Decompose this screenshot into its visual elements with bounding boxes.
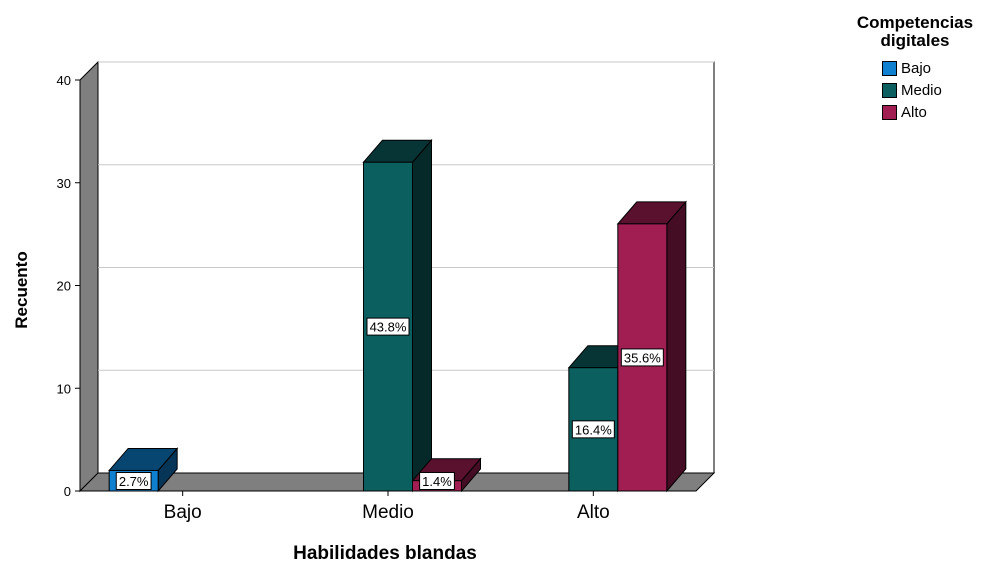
left-wall [79,60,99,493]
bar-side [412,138,432,493]
x-tick-label: Alto [577,502,610,523]
data-label: 16.4% [571,420,615,439]
legend-label: Bajo [901,59,932,77]
y-tick-label: 0 [64,484,71,499]
bar [362,138,433,493]
data-labels: 2.7% 43.8% 1.4% 16.4% 35.6% [115,317,664,490]
bar-side [666,200,687,493]
data-label-box [115,472,152,490]
legend: Competencias digitales Bajo Medio Alto [830,14,1000,123]
y-axis: 0 10 20 30 40 [57,73,81,499]
legend-item: Bajo [882,57,1000,79]
data-label: 35.6% [620,348,664,367]
y-tick-label: 20 [57,279,71,294]
legend-swatch [882,60,897,76]
data-label-box [419,472,455,490]
data-label-box [571,420,615,439]
data-label: 43.8% [366,317,410,336]
data-label-box [366,317,410,336]
data-label-text: 35.6% [624,350,661,365]
data-label: 1.4% [419,472,455,490]
x-axis-title: Habilidades blandas [293,543,477,563]
legend-items: Bajo Medio Alto [882,57,1000,123]
x-tick-label: Medio [362,502,414,523]
legend-label: Alto [901,103,927,121]
data-label-box [620,348,664,367]
y-axis-title: Recuento [12,251,31,328]
legend-title: Competencias digitales [856,13,974,50]
data-label: 2.7% [115,472,152,490]
data-label-text: 16.4% [575,422,612,437]
y-tick-label: 30 [57,176,71,191]
y-tick-label: 40 [57,73,71,88]
data-label-text: 2.7% [119,474,149,489]
y-tick-label: 10 [57,381,71,396]
legend-item: Alto [882,101,1000,123]
legend-swatch [882,82,897,98]
legend-swatch [882,104,897,120]
legend-item: Medio [882,79,1000,101]
bar [616,200,687,493]
data-label-text: 1.4% [422,474,452,489]
x-axis: Bajo Medio Alto [80,490,696,523]
legend-label: Medio [901,81,942,99]
data-label-text: 43.8% [370,320,407,335]
x-tick-label: Bajo [164,502,202,523]
